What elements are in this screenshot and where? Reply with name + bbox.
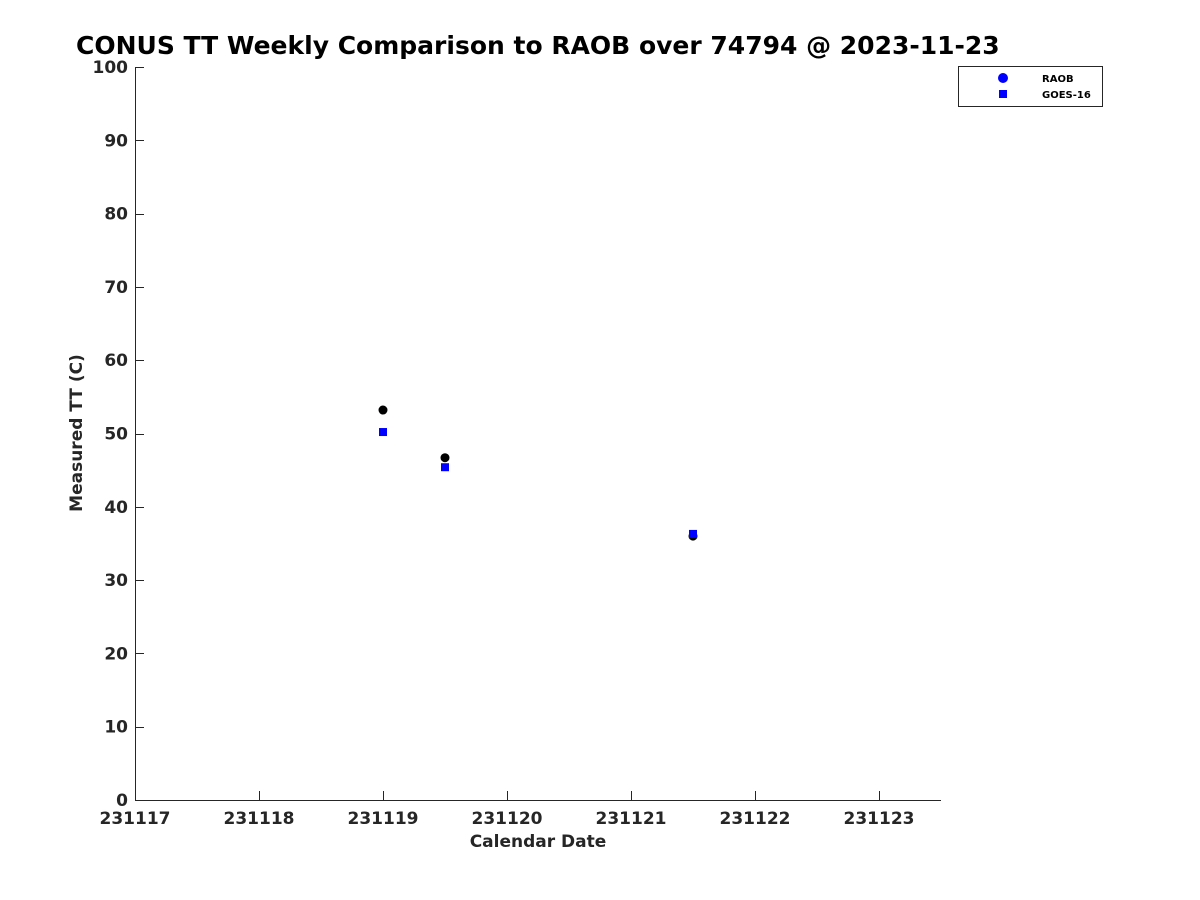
x-tick-label: 231121 <box>596 809 667 829</box>
y-tick-label: 20 <box>104 644 128 664</box>
y-tick-label: 10 <box>104 718 128 738</box>
data-points <box>378 405 698 541</box>
chart-title: CONUS TT Weekly Comparison to RAOB over … <box>76 31 1000 60</box>
y-axis-label: Measured TT (C) <box>67 354 87 512</box>
goes-point <box>689 529 697 538</box>
x-tick-label: 231120 <box>472 809 543 829</box>
y-tick-label: 80 <box>104 205 128 225</box>
x-axis-label: Calendar Date <box>470 832 607 852</box>
y-tick-label: 100 <box>93 58 129 78</box>
goes-point <box>379 428 387 437</box>
y-tick-label: 90 <box>104 131 128 151</box>
goes-point <box>441 463 449 472</box>
axes <box>135 67 941 801</box>
legend-marker-raob <box>998 73 1008 83</box>
legend-marker-goes <box>999 90 1007 98</box>
x-tick-label: 231122 <box>720 809 791 829</box>
legend: RAOB GOES-16 <box>958 66 1103 107</box>
y-tick-label: 60 <box>104 351 128 371</box>
raob-point <box>440 453 450 463</box>
y-tick-label: 50 <box>104 425 128 445</box>
y-tick-label: 0 <box>116 791 128 811</box>
y-tick-label: 40 <box>104 498 128 518</box>
legend-label: GOES-16 <box>1042 90 1091 101</box>
y-ticks: 0 10 20 30 40 50 60 70 80 90 100 <box>93 58 144 811</box>
x-tick-label: 231118 <box>224 809 295 829</box>
x-ticks: 231117 231118 231119 231120 231121 231122 2311… <box>100 791 915 829</box>
x-tick-label: 231117 <box>100 809 171 829</box>
y-tick-label: 30 <box>104 571 128 591</box>
x-tick-label: 231123 <box>844 809 915 829</box>
legend-label: RAOB <box>1042 74 1074 85</box>
y-tick-label: 70 <box>104 278 128 298</box>
x-tick-label: 231119 <box>348 809 419 829</box>
raob-point <box>378 405 388 415</box>
legend-box <box>958 66 1103 107</box>
